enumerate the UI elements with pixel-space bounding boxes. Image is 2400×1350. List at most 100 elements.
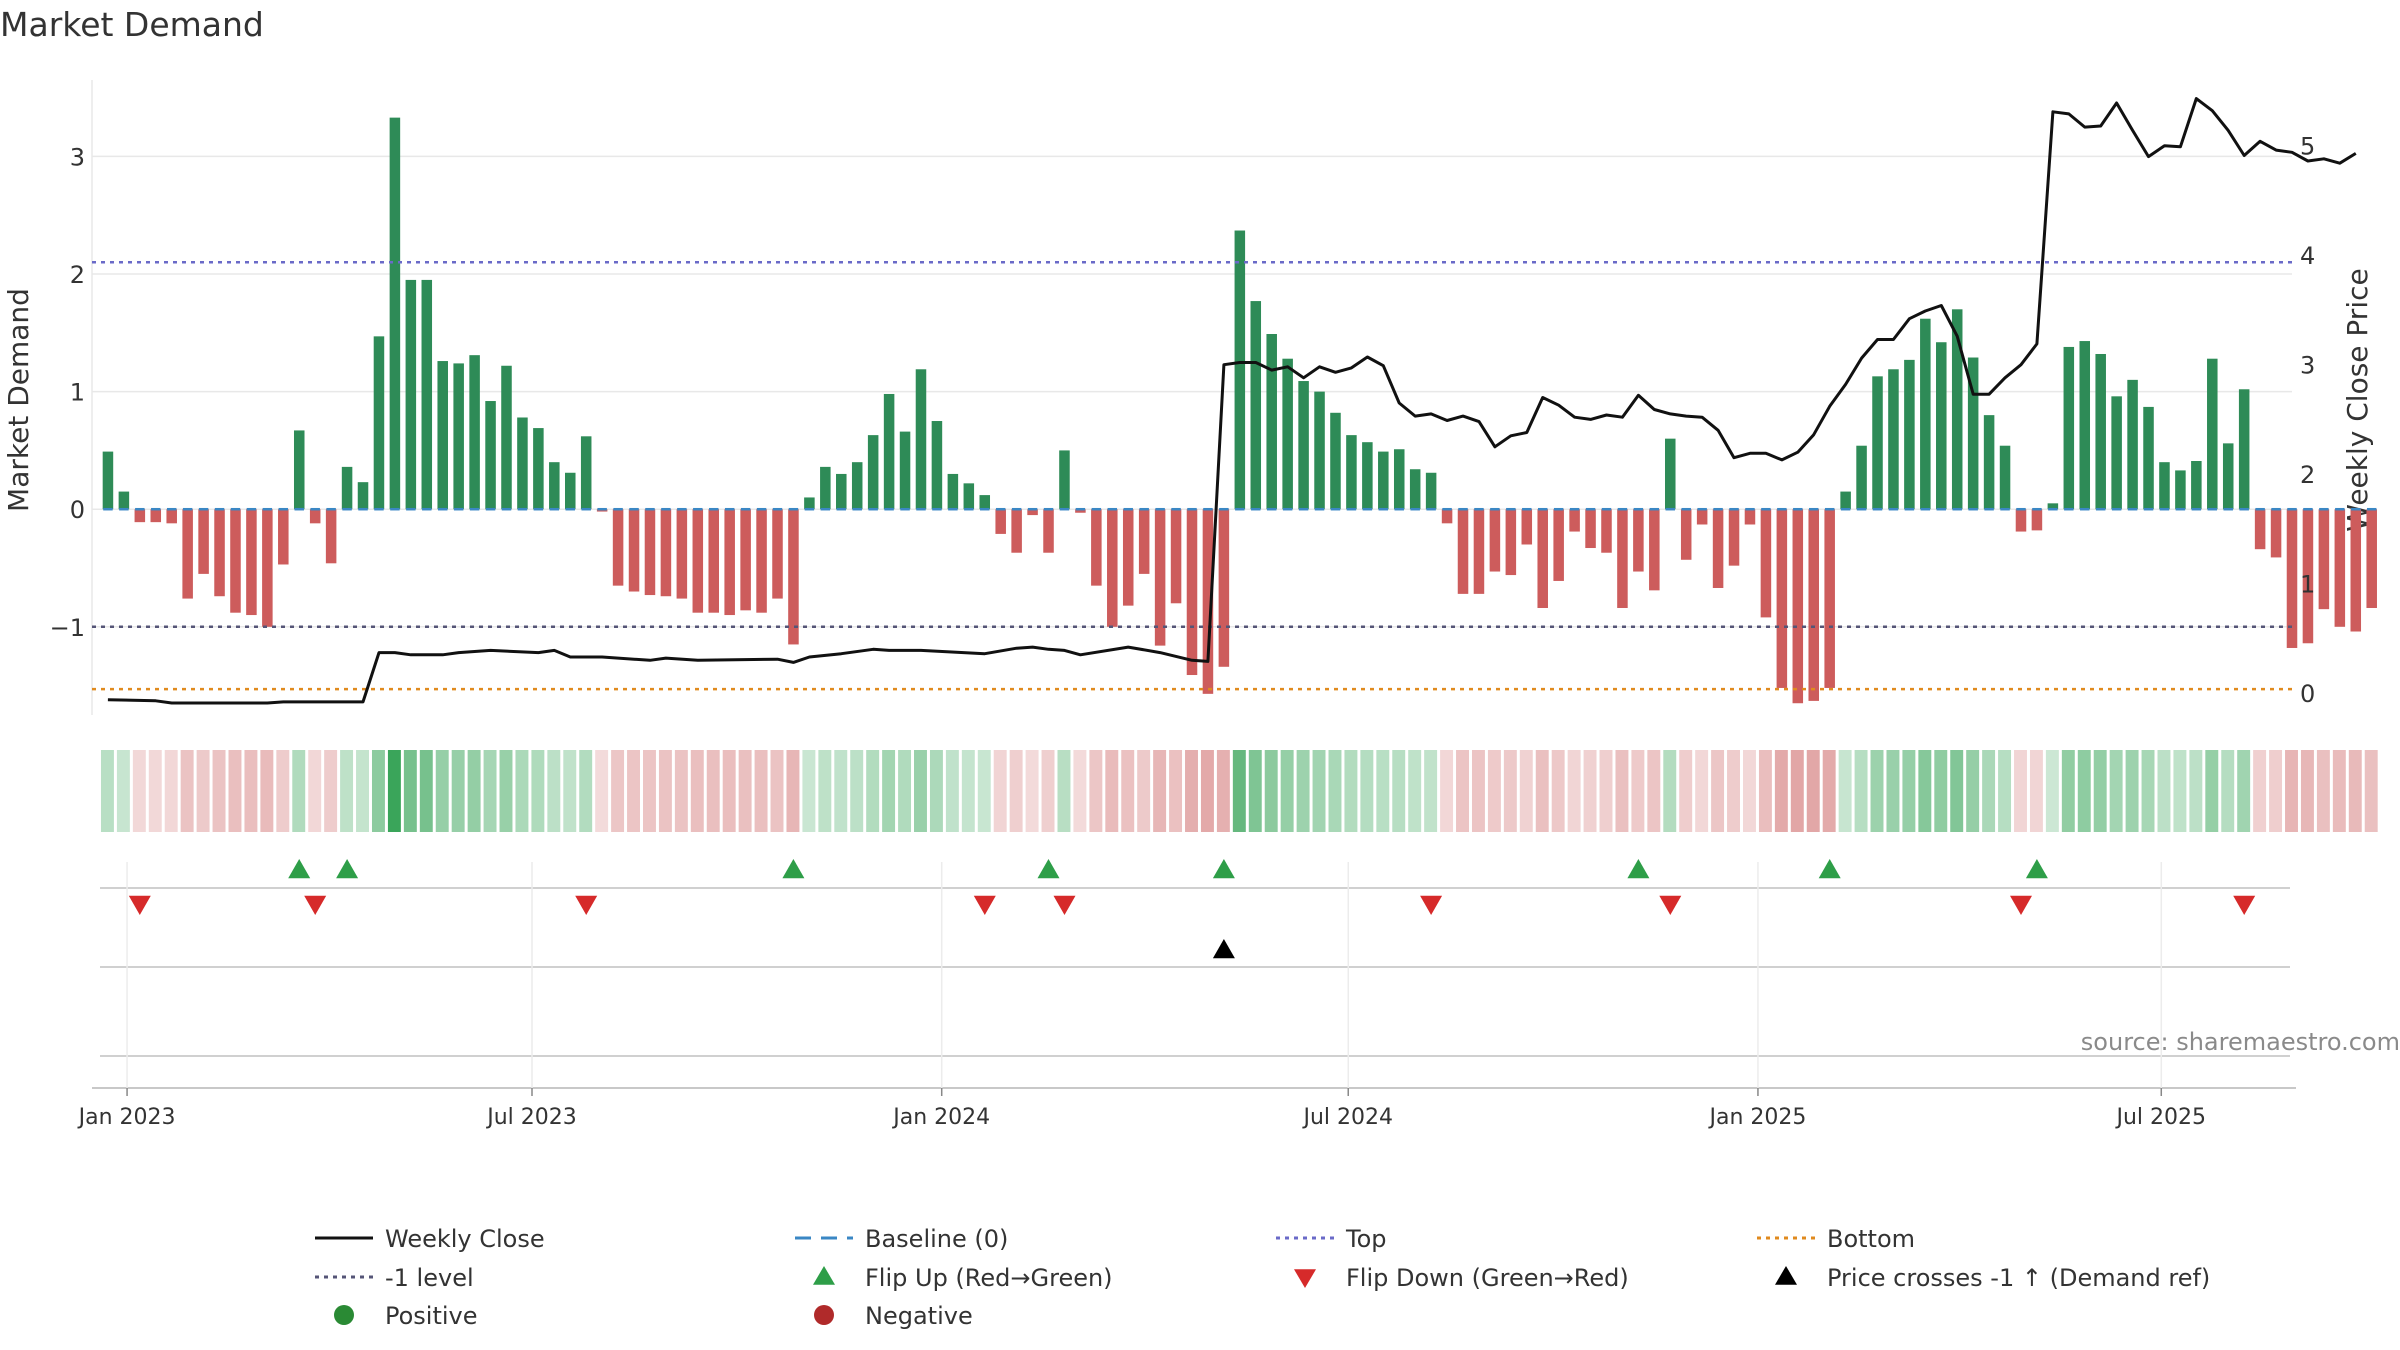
demand-bar-21 <box>437 361 448 510</box>
demand-bar-73 <box>1266 334 1277 510</box>
demand-bars <box>102 117 2377 704</box>
heat-cell-140 <box>2332 750 2346 832</box>
heat-cell-102 <box>1727 750 1740 832</box>
heat-cell-44 <box>802 750 816 832</box>
demand-bar-104 <box>1760 509 1772 618</box>
heat-cell-4 <box>164 750 178 832</box>
demand-bar-83 <box>1425 472 1437 510</box>
demand-bar-121 <box>2031 509 2043 531</box>
demand-bar-12 <box>293 430 305 510</box>
demand-bar-81 <box>1393 449 1405 510</box>
heat-cell-119 <box>1998 750 2012 832</box>
demand-bar-126 <box>2111 396 2122 510</box>
legend-item-6: Flip Down (Green→Red) <box>1294 1264 1629 1292</box>
demand-bar-75 <box>1298 381 1309 510</box>
heat-cell-92 <box>1567 750 1581 832</box>
heat-cell-14 <box>324 750 338 832</box>
flip-down-marker-5 <box>1420 895 1443 915</box>
heat-cell-15 <box>340 750 354 832</box>
heat-cell-129 <box>2157 750 2171 832</box>
demand-bar-74 <box>1282 358 1293 510</box>
demand-bar-97 <box>1649 509 1660 591</box>
heat-cell-18 <box>387 750 401 832</box>
x-tick-label-2: Jan 2024 <box>891 1105 990 1130</box>
demand-bar-44 <box>804 497 815 510</box>
heat-cell-113 <box>1902 750 1916 832</box>
demand-bar-82 <box>1409 469 1421 510</box>
demand-bar-79 <box>1362 442 1373 510</box>
right-y-axis-ticks: 0 1 2 3 4 5 <box>2300 133 2315 708</box>
demand-bar-22 <box>453 363 464 510</box>
legend-item-8: Positive <box>334 1302 478 1330</box>
heat-cell-79 <box>1360 750 1374 832</box>
flip-down-marker-4 <box>1053 895 1076 915</box>
heat-cell-22 <box>451 750 465 832</box>
heat-cell-89 <box>1519 750 1533 832</box>
demand-bar-70 <box>1218 509 1230 667</box>
heat-cell-75 <box>1296 750 1310 832</box>
x-tick-label-4: Jan 2025 <box>1707 1105 1806 1130</box>
heat-cell-56 <box>993 750 1007 832</box>
heat-cell-29 <box>563 750 577 832</box>
demand-bar-6 <box>198 509 209 574</box>
flip-up-marker-6 <box>1818 859 1841 879</box>
flip-down-marker-2 <box>575 895 598 915</box>
legend-label-1: Baseline (0) <box>865 1225 1008 1253</box>
demand-bar-112 <box>1888 369 1899 510</box>
heat-cell-84 <box>1440 750 1454 832</box>
heat-cell-72 <box>1248 750 1262 832</box>
demand-bar-125 <box>2095 353 2106 510</box>
heat-cell-23 <box>467 750 481 832</box>
demand-bar-78 <box>1346 435 1357 510</box>
demand-bar-11 <box>278 509 289 565</box>
legend-item-2: Top <box>1276 1225 1387 1253</box>
flip-down-marker-0 <box>128 895 151 915</box>
demand-bar-7 <box>214 509 225 597</box>
demand-bar-15 <box>341 466 353 510</box>
demand-bar-32 <box>612 509 624 586</box>
heat-cell-36 <box>674 750 688 832</box>
left-tick-label-0: −1 <box>50 614 85 642</box>
demand-bar-24 <box>485 401 496 510</box>
flip-down-marker-8 <box>2233 895 2256 915</box>
heat-cell-122 <box>2045 750 2059 832</box>
heat-cell-1 <box>116 750 130 832</box>
demand-bar-137 <box>2286 509 2298 648</box>
heat-cell-0 <box>100 750 114 832</box>
demand-bar-36 <box>676 509 688 599</box>
demand-bar-65 <box>1138 509 1150 574</box>
demand-bar-41 <box>756 509 767 613</box>
heat-cell-46 <box>834 750 848 832</box>
heat-cell-80 <box>1376 750 1390 832</box>
demand-bar-106 <box>1792 509 1804 704</box>
flip-down-marker-6 <box>1659 895 1682 915</box>
demand-bar-141 <box>2350 509 2362 632</box>
heat-cell-128 <box>2141 750 2155 832</box>
demand-bar-26 <box>517 417 528 510</box>
demand-bar-117 <box>1967 357 1979 510</box>
demand-bar-38 <box>708 509 719 613</box>
demand-bar-136 <box>2270 509 2282 558</box>
demand-bar-118 <box>1983 415 1995 510</box>
heat-cell-134 <box>2237 750 2251 832</box>
demand-bar-62 <box>1091 509 1102 586</box>
demand-bar-13 <box>309 509 321 524</box>
legend-item-9: Negative <box>814 1302 973 1330</box>
source-annotation: source: sharemaestro.com <box>2081 1028 2400 1056</box>
demand-bar-94 <box>1601 509 1612 553</box>
heat-cell-25 <box>499 750 513 832</box>
heat-cell-60 <box>1057 750 1071 832</box>
heat-cell-78 <box>1344 750 1358 832</box>
left-y-axis-ticks: −1 0 1 2 3 <box>50 143 85 641</box>
demand-bar-96 <box>1633 509 1644 572</box>
heat-cell-8 <box>228 750 242 832</box>
demand-bar-85 <box>1457 509 1469 594</box>
flip-up-marker-7 <box>2025 859 2048 879</box>
heat-cell-2 <box>132 750 146 832</box>
demand-bar-114 <box>1920 318 1931 510</box>
heat-cell-116 <box>1950 750 1964 832</box>
heat-cell-54 <box>961 750 975 832</box>
legend-item-1: Baseline (0) <box>795 1225 1008 1253</box>
heat-cell-61 <box>1073 750 1087 832</box>
demand-bar-135 <box>2254 509 2266 550</box>
